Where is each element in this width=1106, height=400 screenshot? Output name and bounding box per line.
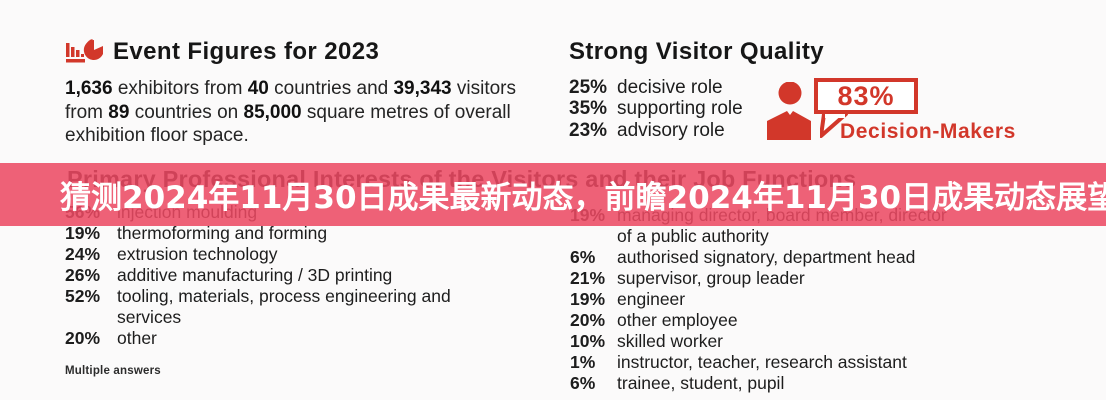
speech-bubble-tail-icon [820,114,848,138]
job-function-label: skilled worker [617,331,723,351]
stat-value: 25% [569,77,608,98]
stat-decisive-role: 25% decisive role [569,77,1099,98]
interest-label: extrusion technology [117,244,278,264]
interest-label: tooling, materials, process engineering … [117,286,451,327]
decision-makers-label: Decision-Makers [840,120,1016,143]
job-function-row: 6% trainee, student, pupil [570,373,970,394]
event-figures-description: 1,636 exhibitors from 40 countries and 3… [65,78,517,146]
interest-label: other [117,328,157,348]
stat-value: 23% [569,119,608,141]
job-function-label: authorised signatory, department head [617,247,916,267]
job-function-row: 20% other employee [570,310,970,331]
bar-pie-chart-logo-icon [66,39,103,63]
job-function-label: trainee, student, pupil [617,373,785,393]
job-function-value: 19% [570,289,606,309]
interest-value: 19% [65,223,101,243]
job-function-row: 19% engineer [570,289,970,310]
event-figures-title: Event Figures for 2023 [113,38,380,65]
job-function-value: 10% [570,331,606,351]
job-function-value: 6% [570,373,596,393]
visitor-quality-section: Strong Visitor Quality 25% decisive role… [569,38,1099,141]
stat-label: decisive role [617,77,723,98]
decision-makers-graphic: 83% Decision-Makers [763,72,1073,150]
interest-label: additive manufacturing / 3D printing [117,265,393,285]
visitor-quality-stats: 25% decisive role 35% supporting role 23… [569,77,1099,141]
interest-row: 19% thermoforming and forming [65,223,537,244]
interest-value: 26% [65,265,101,285]
job-function-label: supervisor, group leader [617,268,805,288]
multiple-answers-note: Multiple answers [65,365,161,377]
job-function-row: 10% skilled worker [570,331,970,352]
job-function-label: instructor, teacher, research assistant [617,352,907,372]
interests-list: 56% injection moulding 19% thermoforming… [65,202,537,382]
interest-row: 20% other [65,328,537,349]
job-functions-list: 19% managing director, board member, dir… [570,205,970,394]
speech-bubble: 83% [814,78,918,114]
job-function-value: 21% [570,268,606,288]
stat-advisory-role: 23% advisory role [569,120,1099,141]
stat-label: advisory role [617,119,725,141]
stat-value: 35% [569,98,608,120]
job-function-label: engineer [617,289,686,309]
interest-row: 26% additive manufacturing / 3D printing [65,265,537,286]
job-function-label: other employee [617,310,738,330]
job-function-row: 1% instructor, teacher, research assista… [570,352,970,373]
job-function-value: 6% [570,247,596,267]
interest-row: 24% extrusion technology [65,244,537,265]
interest-value: 52% [65,286,101,306]
event-figures-header: Event Figures for 2023 [65,38,540,66]
stat-supporting-role: 35% supporting role [569,98,1099,119]
job-function-row: 21% supervisor, group leader [570,268,970,289]
decision-makers-value: 83% [837,80,895,111]
overlay-banner: 猜测2024年11月30日成果最新动态，前瞻2024年11月30日成果动态展望 [0,163,1106,226]
event-figures-section: Event Figures for 2023 1,636 exhibitors … [65,38,540,148]
interest-row: 52% tooling, materials, process engineer… [65,286,537,328]
interest-label: thermoforming and forming [117,223,328,243]
visitor-quality-title: Strong Visitor Quality [569,38,825,65]
person-icon [767,82,811,140]
overlay-banner-text: 猜测2024年11月30日成果最新动态，前瞻2024年11月30日成果动态展望 [60,180,1106,216]
job-function-value: 20% [570,310,606,330]
job-function-value: 1% [570,352,596,372]
interest-value: 24% [65,244,101,264]
interest-value: 20% [65,328,101,348]
job-function-row: 6% authorised signatory, department head [570,247,970,268]
stat-label: supporting role [617,98,743,120]
